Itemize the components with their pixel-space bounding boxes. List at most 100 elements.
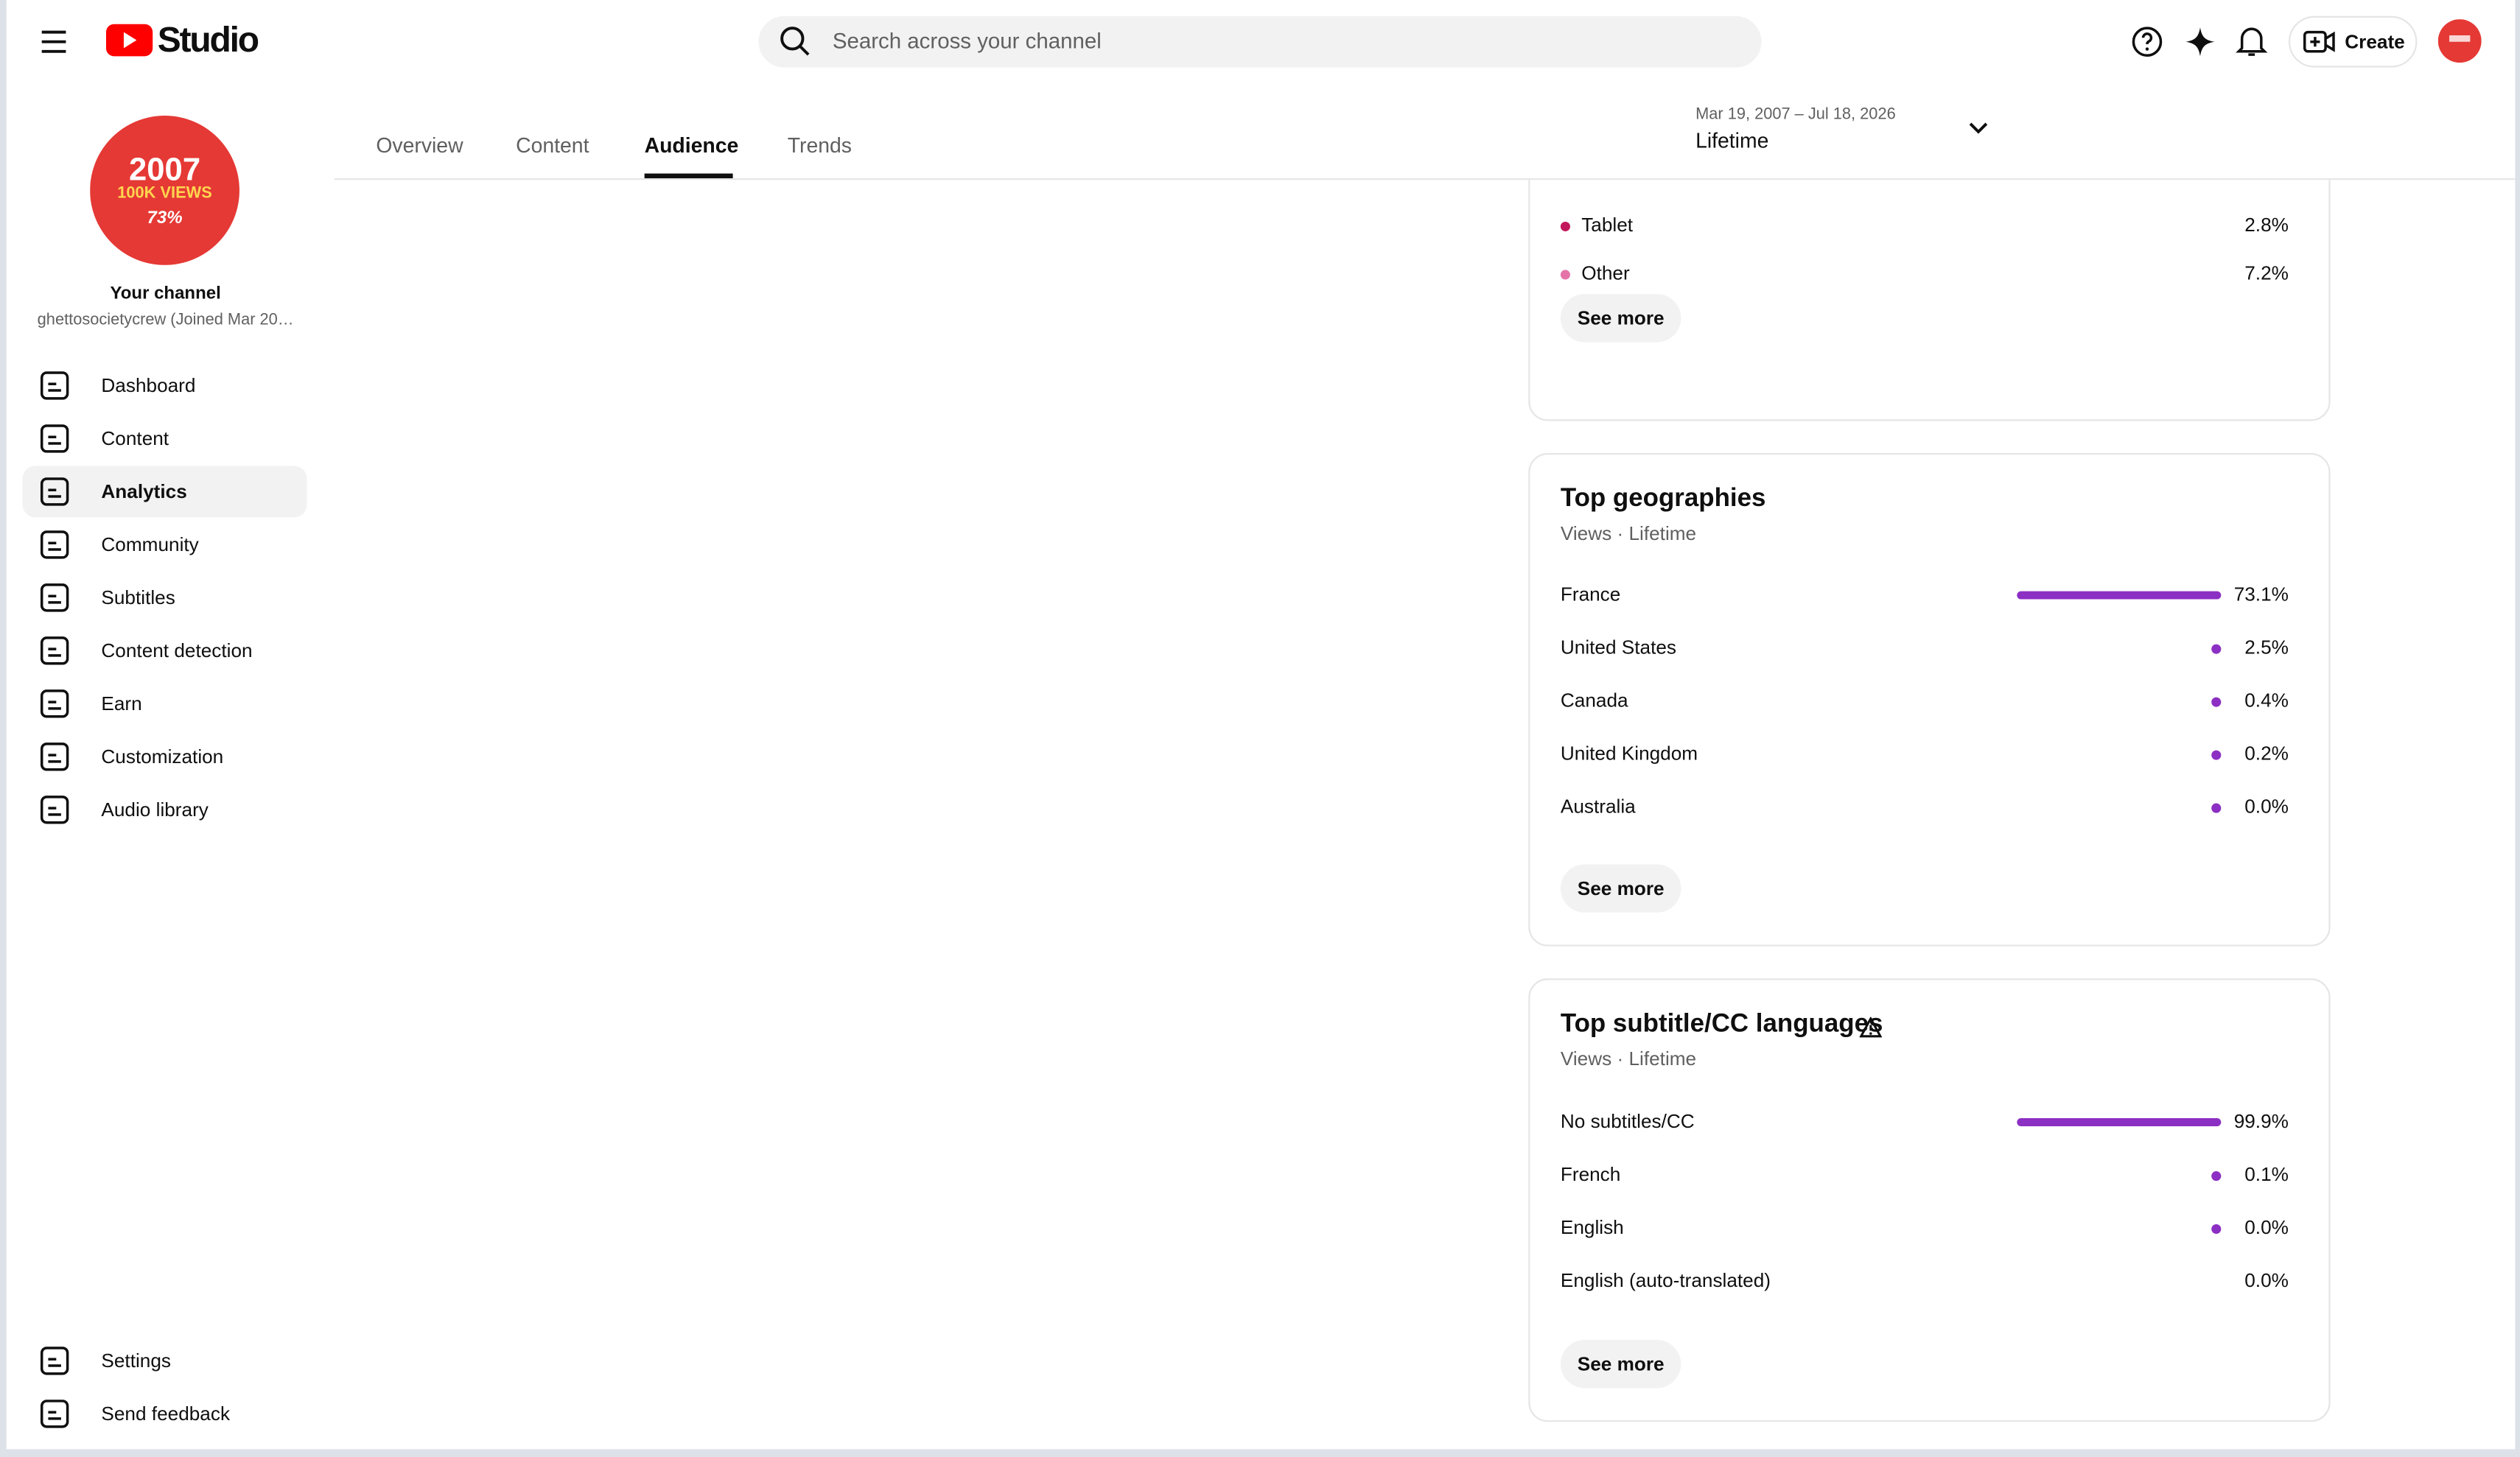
row-value: 0.2% xyxy=(2244,742,2289,765)
data-row: French 0.1% xyxy=(1561,1159,2289,1191)
data-row: English (auto-translated) 0.0% xyxy=(1561,1265,2289,1297)
row-value: 0.0% xyxy=(2244,1269,2289,1292)
row-label: United States xyxy=(1560,636,1677,659)
nav-icon xyxy=(40,636,69,665)
card-subtitle: Views · Lifetime xyxy=(1560,1047,1697,1070)
row-value: 99.9% xyxy=(2233,1110,2289,1133)
row-label: No subtitles/CC xyxy=(1560,1110,1695,1133)
row-label: English (auto-translated) xyxy=(1560,1269,1771,1292)
row-label: Australia xyxy=(1560,795,1636,818)
nav-item[interactable]: Dashboard xyxy=(101,374,196,397)
nav-footer-item[interactable]: Settings xyxy=(101,1349,171,1372)
date-label[interactable]: Lifetime xyxy=(1695,128,1769,153)
data-row: United Kingdom 0.2% xyxy=(1561,737,2289,770)
row-label: English xyxy=(1560,1216,1624,1239)
nav-item[interactable]: Analytics xyxy=(101,480,187,503)
see-more-button[interactable]: See more xyxy=(1560,864,1681,913)
nav-highlight xyxy=(22,466,307,518)
device-card: Tablet 2.8% Other 7.2% See more xyxy=(1528,180,2331,421)
nav-icon xyxy=(40,689,69,718)
nav-item[interactable]: Subtitles xyxy=(101,586,175,609)
row-value: 0.4% xyxy=(2244,689,2289,712)
data-row: Canada 0.4% xyxy=(1561,684,2289,717)
data-row: Tablet 2.8% xyxy=(1581,209,2289,242)
tab[interactable]: Content xyxy=(516,133,589,158)
card-title: Top subtitle/CC languages xyxy=(1560,1010,1883,1039)
data-row: No subtitles/CC 99.9% xyxy=(1561,1106,2289,1138)
search-placeholder: Search across your channel xyxy=(832,29,1102,53)
avatar-views: 100K VIEWS xyxy=(117,184,212,203)
row-value: 0.0% xyxy=(2244,1216,2289,1239)
data-row: France 73.1% xyxy=(1561,578,2289,611)
tab-underline xyxy=(644,173,733,179)
avatar-year: 2007 xyxy=(129,152,201,189)
nav-item[interactable]: Content xyxy=(101,427,169,450)
nav-icon xyxy=(40,371,69,400)
help-icon[interactable] xyxy=(2131,26,2163,58)
spark-icon[interactable] xyxy=(2184,26,2216,58)
tab[interactable]: Trends xyxy=(787,133,852,158)
data-row: Other 7.2% xyxy=(1581,257,2289,289)
logo-icon xyxy=(105,24,153,57)
channel-handle: ghettosocietycrew (Joined Mar 20… xyxy=(37,312,294,330)
nav-item[interactable]: Audio library xyxy=(101,798,209,821)
studio-page: Studio Search across your channel Create… xyxy=(6,0,2516,1450)
tab[interactable]: Overview xyxy=(376,133,463,158)
nav-icon xyxy=(40,530,69,559)
row-value: 2.8% xyxy=(2244,214,2289,236)
bar xyxy=(2017,591,2222,600)
row-label: Other xyxy=(1581,261,1630,285)
row-value: 2.5% xyxy=(2244,636,2289,659)
nav-icon xyxy=(40,424,69,453)
subtitles-card: Top subtitle/CC languages Views · Lifetim… xyxy=(1528,978,2331,1422)
bell-icon[interactable] xyxy=(2236,24,2268,60)
data-row: United States 2.5% xyxy=(1561,631,2289,664)
nav-icon xyxy=(40,1347,69,1375)
row-label: Tablet xyxy=(1581,214,1634,236)
channel-title: Your channel xyxy=(110,284,221,304)
card-subtitle: Views · Lifetime xyxy=(1560,522,1697,545)
channel-avatar xyxy=(90,116,239,265)
nav-item[interactable]: Content detection xyxy=(101,639,253,662)
avatar-share: 73% xyxy=(147,208,183,228)
search-box[interactable]: Search across your channel xyxy=(758,15,1762,68)
create-label: Create xyxy=(2345,30,2405,53)
warning-icon[interactable] xyxy=(1859,1017,1883,1038)
card-title: Top geographies xyxy=(1560,485,1766,513)
see-more-button[interactable]: See more xyxy=(1560,1340,1681,1388)
nav-item[interactable]: Customization xyxy=(101,745,224,768)
row-label: France xyxy=(1560,583,1621,606)
tab-divider xyxy=(334,178,2516,180)
nav-item[interactable]: Community xyxy=(101,533,199,556)
account-avatar[interactable] xyxy=(2437,19,2482,63)
row-value: 73.1% xyxy=(2233,583,2289,606)
dot xyxy=(2211,803,2222,813)
nav-icon xyxy=(40,742,69,771)
row-value: 0.1% xyxy=(2244,1163,2289,1186)
create-icon xyxy=(2303,30,2335,53)
dot xyxy=(2211,750,2222,760)
create-button[interactable]: Create xyxy=(2288,15,2418,68)
search-icon xyxy=(780,27,810,56)
bar xyxy=(2017,1118,2222,1126)
nav-footer-item[interactable]: Send feedback xyxy=(101,1402,231,1425)
data-row: Australia 0.0% xyxy=(1561,790,2289,823)
dot xyxy=(2211,697,2222,707)
nav-icon xyxy=(40,1400,69,1428)
tab[interactable]: Audience xyxy=(644,133,739,158)
date-dropdown[interactable] xyxy=(1967,121,1990,137)
menu-icon[interactable] xyxy=(38,27,71,56)
row-value: 0.0% xyxy=(2244,795,2289,818)
logo-text: Studio xyxy=(157,19,259,60)
row-value: 7.2% xyxy=(2244,261,2289,285)
row-label: United Kingdom xyxy=(1560,742,1698,765)
nav-icon xyxy=(40,583,69,612)
data-row: English 0.0% xyxy=(1561,1212,2289,1244)
legend-dot xyxy=(1560,221,1570,232)
see-more-button[interactable]: See more xyxy=(1560,294,1681,343)
nav-item[interactable]: Earn xyxy=(101,692,142,715)
legend-dot xyxy=(1560,270,1570,280)
nav-icon xyxy=(40,796,69,824)
